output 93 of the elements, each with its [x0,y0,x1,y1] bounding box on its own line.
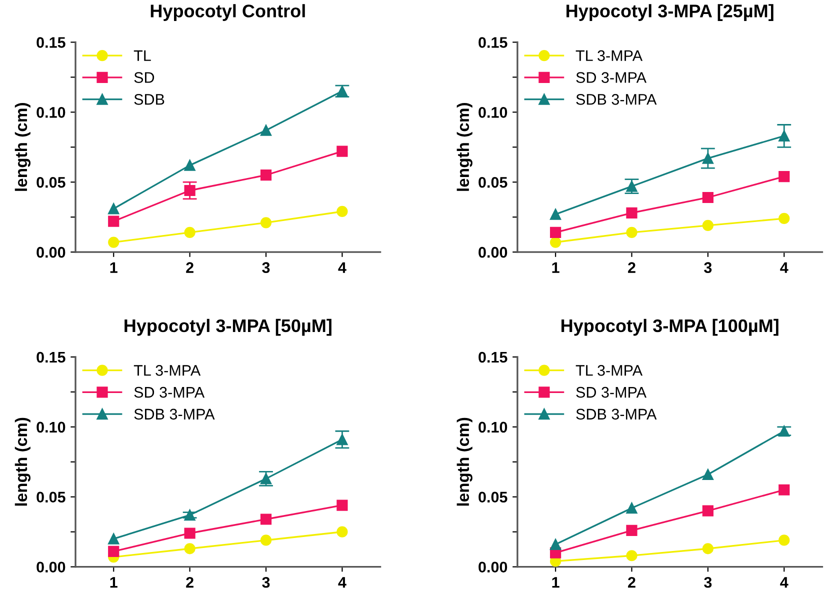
y-tick-label: 0.10 [478,107,508,118]
point [702,220,714,232]
y-tick-label: 0.00 [36,246,66,258]
point [550,208,562,220]
point [550,538,562,550]
x-tick-label: 1 [110,577,118,588]
point [184,543,196,554]
y-tick-label: 0.15 [478,37,508,48]
point [260,514,272,525]
point [702,192,714,204]
y-tick-label: 0.00 [478,562,508,573]
y-tick-label: 0.15 [36,352,66,363]
point [702,468,714,480]
point [550,236,562,248]
point [260,217,272,228]
x-tick-label: 4 [780,262,788,273]
x-tick-label: 3 [262,262,270,274]
x-tick-label: 3 [704,576,712,588]
point [778,170,790,182]
point [108,236,120,248]
point [108,546,120,557]
x-tick-label: 4 [338,577,346,588]
y-axis-title: length (cm) [14,418,30,506]
point [778,426,790,437]
point [778,212,790,224]
legend-label: TL 3-MPA [576,365,643,376]
point [336,434,348,446]
x-tick-label: 4 [338,262,346,273]
point [626,207,638,218]
legend-label: SDB 3-MPA [576,94,657,105]
point [626,524,638,536]
point [260,534,272,546]
legend-label: TL 3-MPA [134,365,201,376]
x-tick-label: 2 [186,576,194,588]
legend-label: SD [134,72,154,83]
point [260,124,272,136]
point [336,146,348,157]
x-tick-label: 1 [552,262,560,273]
y-tick-label: 0.15 [478,352,508,363]
y-tick-label: 0.10 [36,422,66,433]
chart-title: Hypocotyl Control [150,4,305,21]
point [778,534,790,546]
point [702,505,714,516]
legend-label: SDB [134,94,164,105]
point [336,206,348,218]
legend-label: SD 3-MPA [134,386,205,398]
y-tick-label: 0.05 [478,176,508,188]
point [336,526,348,538]
point [778,484,790,496]
chart-title: Hypocotyl 3-MPA [50µM] [124,318,332,336]
y-axis-title: length (cm) [14,103,30,191]
point [108,533,120,544]
point [184,226,196,238]
y-tick-label: 0.10 [36,107,66,118]
y-tick-label: 0.10 [478,422,508,433]
y-tick-label: 0.05 [36,492,66,503]
y-axis-title: length (cm) [456,418,472,506]
y-axis-title: length (cm) [456,103,472,191]
y-tick-label: 0.05 [478,492,508,503]
y-tick-label: 0.05 [36,176,66,188]
point [626,550,638,562]
x-tick-label: 3 [704,262,712,274]
legend-label: SD 3-MPA [576,386,646,398]
x-tick-label: 1 [110,262,118,273]
legend-label: TL 3-MPA [576,50,643,62]
point [626,502,638,514]
point [108,203,120,214]
point [626,226,638,238]
x-tick-label: 2 [186,262,194,273]
point [184,184,196,196]
point [336,500,348,511]
point [702,152,714,164]
legend-label: SDB 3-MPA [134,408,215,420]
y-tick-label: 0.00 [478,246,508,258]
point [108,216,120,227]
x-tick-label: 2 [628,576,636,588]
y-tick-label: 0.15 [36,37,66,48]
point [702,543,714,554]
y-tick-label: 0.00 [36,562,66,573]
legend-label: SDB 3-MPA [576,408,657,420]
legend-label: TL [134,50,151,61]
point [778,130,790,142]
point [184,160,196,171]
x-tick-label: 4 [780,577,788,588]
point [184,528,196,539]
x-tick-label: 1 [552,577,560,588]
point [550,226,562,238]
chart-title: Hypocotyl 3-MPA [100µM] [562,318,778,336]
x-tick-label: 2 [628,262,636,273]
legend-label: SD 3-MPA [576,72,646,83]
x-tick-label: 3 [262,576,270,588]
chart-title: Hypocotyl 3-MPA [25µM] [566,4,774,21]
point [260,170,272,181]
